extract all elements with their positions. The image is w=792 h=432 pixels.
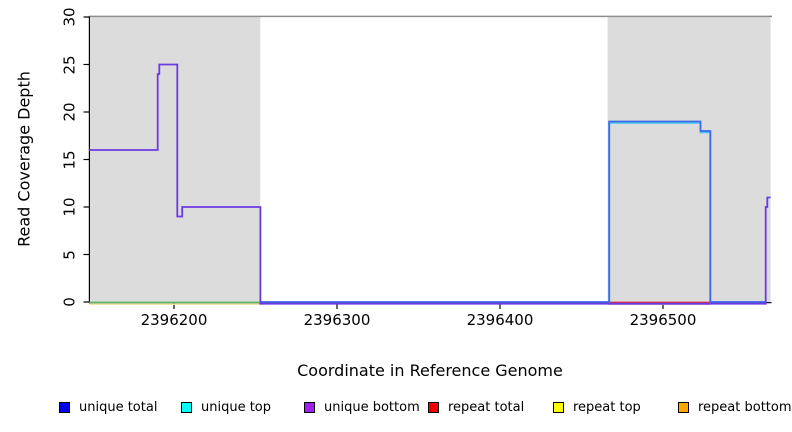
shaded-region-2: [607, 16, 771, 303]
plot-area: [83, 15, 772, 309]
legend-label: unique top: [201, 400, 272, 415]
x-axis-title: Coordinate in Reference Genome: [297, 361, 563, 380]
legend-swatch-repeat-total: [428, 402, 439, 413]
y-tick-label: 25: [60, 54, 79, 75]
series-unique-bottom: [89, 63, 771, 305]
legend-swatch-repeat-bottom: [678, 402, 689, 413]
legend-item-unique-top: unique top: [181, 400, 271, 415]
series-unique-total: [260, 120, 766, 303]
legend-item-repeat-total: repeat total: [428, 400, 524, 415]
x-tick-label: 2396500: [629, 311, 697, 329]
legend-label: repeat total: [448, 400, 525, 415]
y-tick-label: 30: [60, 7, 79, 27]
legend-item-unique-total: unique total: [59, 400, 157, 415]
legend-swatch-unique-top: [181, 402, 192, 413]
legend-item-unique-bottom: unique bottom: [304, 400, 420, 415]
x-tick-label: 2396400: [466, 311, 534, 329]
legend-item-repeat-bottom: repeat bottom: [678, 400, 792, 415]
legend-label: unique total: [79, 400, 158, 415]
legend-swatch-unique-total: [59, 402, 70, 413]
legend-label: unique bottom: [324, 400, 420, 415]
legend-swatch-unique-bottom: [304, 402, 315, 413]
legend-swatch-repeat-top: [553, 402, 564, 413]
shaded-region-1: [89, 16, 261, 303]
x-tick-label: 2396300: [303, 311, 371, 329]
y-tick-label: 10: [60, 197, 79, 217]
legend-label: repeat top: [573, 400, 641, 415]
legend-label: repeat bottom: [698, 400, 792, 415]
legend: unique total unique top unique bottom re…: [0, 400, 792, 422]
y-tick-label: 20: [60, 102, 79, 122]
y-tick-label: 15: [60, 149, 79, 170]
x-tick-label: 2396200: [140, 311, 208, 329]
y-tick-label: 5: [60, 249, 79, 260]
y-tick-label: 0: [60, 297, 79, 307]
y-axis-title: Read Coverage Depth: [14, 71, 34, 247]
legend-item-repeat-top: repeat top: [553, 400, 641, 415]
